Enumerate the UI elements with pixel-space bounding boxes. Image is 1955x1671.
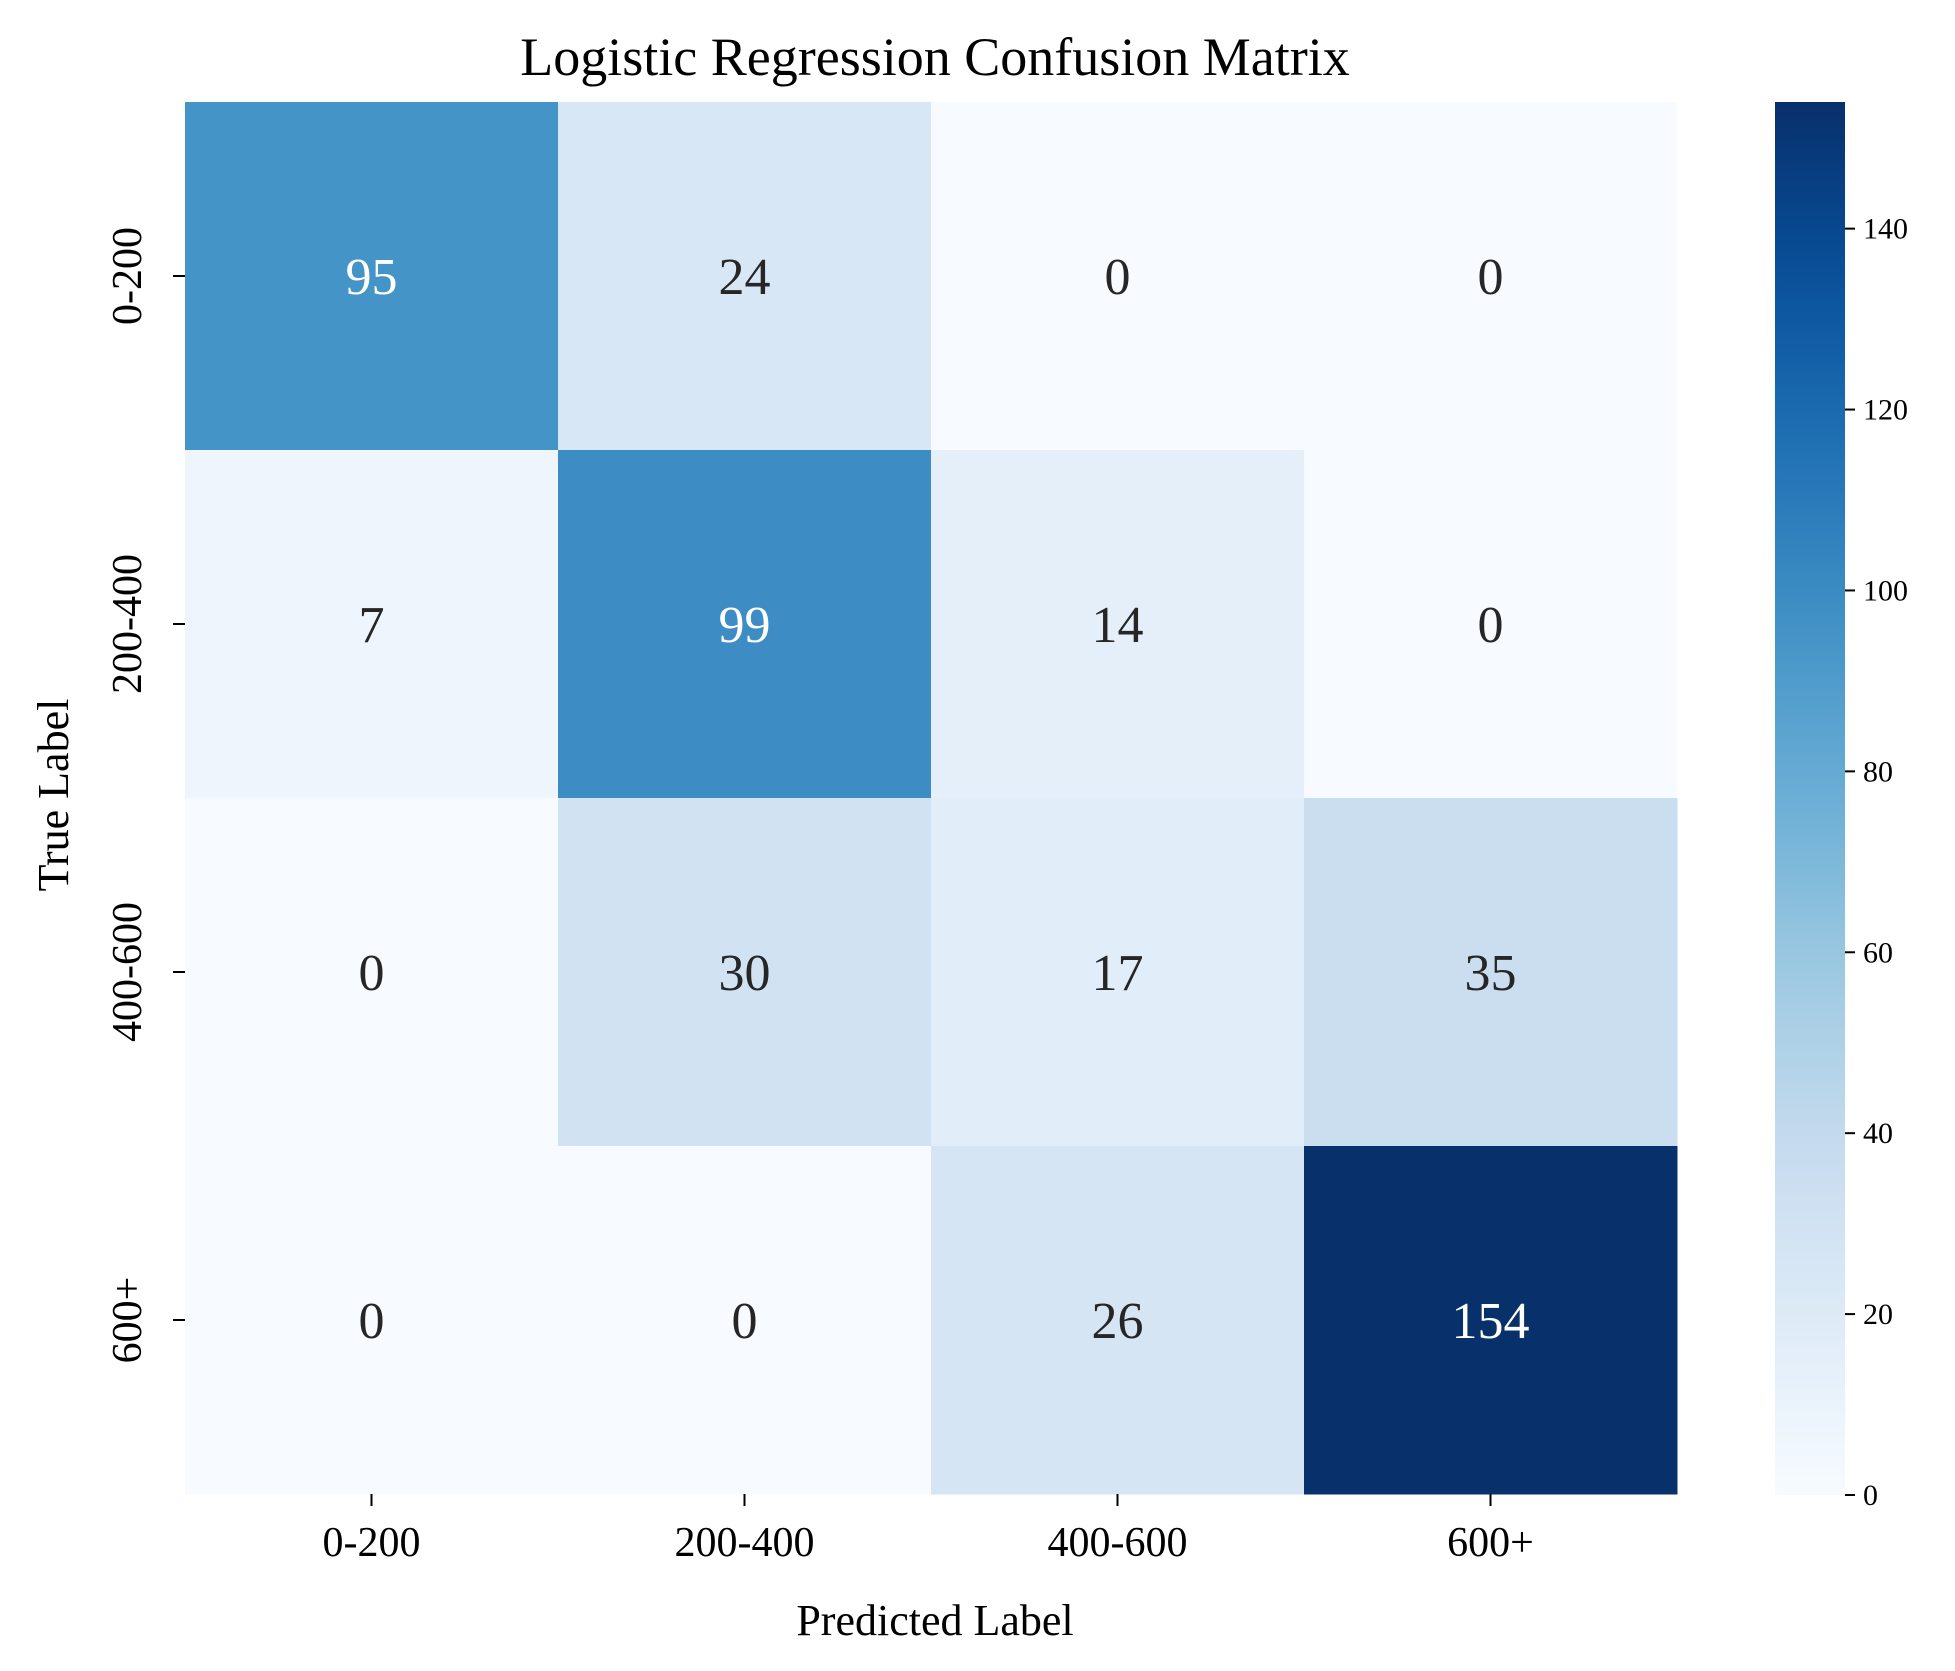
heatmap-cell xyxy=(185,798,559,1147)
y-tick-label: 0-200 xyxy=(105,227,151,325)
heatmap-cell xyxy=(558,1146,932,1495)
colorbar-tick-label: 100 xyxy=(1863,574,1908,607)
cell-value-label: 14 xyxy=(1092,597,1144,654)
cell-value-label: 0 xyxy=(1105,249,1131,306)
colorbar-gradient xyxy=(1775,102,1845,1495)
x-tick-label: 200-400 xyxy=(675,1520,815,1566)
y-axis-label: True Label xyxy=(29,699,78,892)
cell-value-label: 0 xyxy=(359,1293,385,1350)
cell-value-label: 0 xyxy=(732,1293,758,1350)
colorbar-tick-label: 120 xyxy=(1863,394,1908,427)
heatmap-cell xyxy=(558,798,932,1147)
colorbar-tick-label: 40 xyxy=(1863,1117,1893,1150)
heatmap-cell xyxy=(1304,450,1678,799)
cell-value-label: 30 xyxy=(719,945,771,1002)
x-tick-label: 0-200 xyxy=(323,1520,421,1566)
axis-ticks: 0-200 200-400 400-600 600+ 0-200 200-400 400-6… xyxy=(105,227,1534,1566)
cell-value-label: 24 xyxy=(719,249,771,306)
colorbar-tick-label: 140 xyxy=(1863,213,1908,246)
colorbar-tick-label: 80 xyxy=(1863,755,1893,788)
heatmap-cell xyxy=(931,450,1305,799)
cell-value-label: 0 xyxy=(1478,597,1504,654)
x-tick-label: 600+ xyxy=(1447,1520,1534,1566)
heatmap-cell xyxy=(1304,798,1678,1147)
x-axis-label: Predicted Label xyxy=(796,1596,1073,1645)
colorbar-tick-label: 0 xyxy=(1863,1479,1878,1512)
heatmap-cell xyxy=(931,798,1305,1147)
y-tick-label: 600+ xyxy=(105,1277,151,1364)
heatmap-cell xyxy=(931,1146,1305,1495)
heatmap-cells: 95 24 0 0 7 99 14 0 0 30 17 35 0 0 26 154 xyxy=(185,102,1678,1495)
cell-value-label: 17 xyxy=(1092,945,1144,1002)
heatmap-cell xyxy=(185,102,559,451)
y-tick-label: 200-400 xyxy=(105,554,151,694)
cell-value-label: 35 xyxy=(1465,945,1517,1002)
cell-value-label: 154 xyxy=(1452,1293,1530,1350)
cell-value-label: 7 xyxy=(359,597,385,654)
heatmap-cell xyxy=(1304,102,1678,451)
heatmap-cell xyxy=(931,102,1305,451)
cell-value-label: 0 xyxy=(1478,249,1504,306)
heatmap-cell xyxy=(185,1146,559,1495)
heatmap-cell xyxy=(558,102,932,451)
chart-title: Logistic Regression Confusion Matrix xyxy=(520,27,1349,87)
y-tick-label: 400-600 xyxy=(105,902,151,1042)
colorbar-tick-label: 60 xyxy=(1863,936,1893,969)
heatmap-cell xyxy=(185,450,559,799)
cell-value-label: 26 xyxy=(1092,1293,1144,1350)
cell-value-label: 0 xyxy=(359,945,385,1002)
cell-value-label: 95 xyxy=(346,249,398,306)
colorbar-tick-label: 20 xyxy=(1863,1298,1893,1331)
heatmap-cell xyxy=(1304,1146,1678,1495)
cell-value-label: 99 xyxy=(719,597,771,654)
x-tick-label: 400-600 xyxy=(1048,1520,1188,1566)
colorbar: 0 20 40 60 80 100 120 140 xyxy=(1775,102,1908,1512)
heatmap-cell xyxy=(558,450,932,799)
